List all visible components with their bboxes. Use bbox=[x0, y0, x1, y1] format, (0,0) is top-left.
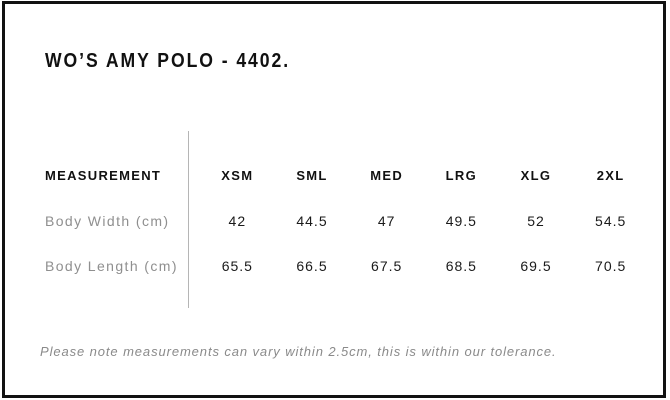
table-row-body-length: Body Length (cm) 65.5 66.5 67.5 68.5 69.… bbox=[45, 243, 648, 288]
body-length-med-value: 67.5 bbox=[371, 257, 403, 274]
column-header-lrg: LRG bbox=[445, 168, 477, 183]
page-title: WO’S AMY POLO - 4402. bbox=[45, 50, 291, 72]
row-label-body-width: Body Width (cm) bbox=[45, 212, 170, 229]
column-header-med: MED bbox=[370, 168, 404, 183]
column-header-xsm: XSM bbox=[221, 168, 254, 183]
column-header-xlg: XLG bbox=[520, 168, 552, 183]
tolerance-note: Please note measurements can vary within… bbox=[40, 344, 557, 359]
body-width-xlg-value: 52 bbox=[527, 212, 545, 229]
size-chart-table: MEASUREMENT XSM SML MED LRG XLG 2XL Body… bbox=[45, 131, 648, 311]
body-width-sml-value: 44.5 bbox=[296, 212, 328, 229]
body-width-lrg-value: 49.5 bbox=[445, 212, 477, 229]
body-length-xsm-value: 65.5 bbox=[221, 257, 253, 274]
column-divider-line bbox=[188, 131, 189, 308]
table-header-row: MEASUREMENT XSM SML MED LRG XLG 2XL bbox=[45, 153, 648, 198]
column-header-2xl: 2XL bbox=[596, 168, 625, 183]
body-length-lrg-value: 68.5 bbox=[445, 257, 477, 274]
body-length-sml-value: 66.5 bbox=[296, 257, 328, 274]
body-width-med-value: 47 bbox=[377, 212, 396, 229]
body-length-2xl-value: 70.5 bbox=[595, 257, 627, 274]
body-width-xsm-value: 42 bbox=[228, 212, 247, 229]
table-row-body-width: Body Width (cm) 42 44.5 47 49.5 52 54.5 bbox=[45, 198, 648, 243]
table-rows: MEASUREMENT XSM SML MED LRG XLG 2XL Body… bbox=[45, 131, 648, 288]
column-header-measurement: MEASUREMENT bbox=[45, 168, 162, 183]
body-width-2xl-value: 54.5 bbox=[595, 212, 627, 229]
row-label-body-length: Body Length (cm) bbox=[45, 257, 178, 274]
column-header-sml: SML bbox=[296, 168, 328, 183]
body-length-xlg-value: 69.5 bbox=[520, 257, 552, 274]
